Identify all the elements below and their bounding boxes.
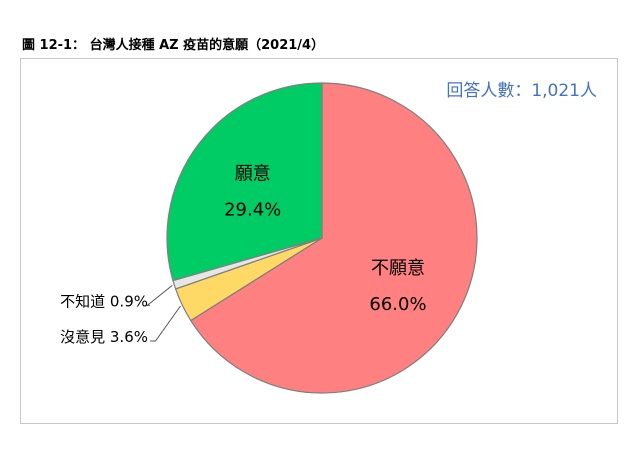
slice-outside-label: 沒意見 3.6%	[60, 328, 148, 346]
leader-line	[145, 285, 173, 306]
slice-name-label: 不願意	[371, 258, 425, 279]
slice-value-label: 29.4%	[224, 200, 281, 221]
pie-slice	[166, 82, 323, 282]
slice-outside-label: 不知道 0.9%	[60, 292, 148, 310]
pie-slices	[166, 82, 478, 394]
pie-slice	[189, 82, 478, 394]
pie-labels: 不願意 66.0% 沒意見 3.6% 不知道 0.9% 願意 29.4%	[60, 164, 426, 346]
leader-lines	[145, 285, 181, 342]
slice-value-label: 66.0%	[369, 294, 426, 315]
chart-title: 圖 12-1： 台灣人接種 AZ 疫苗的意願（2021/4）	[22, 38, 325, 53]
leader-line	[150, 305, 181, 342]
slice-name-label: 願意	[235, 164, 271, 185]
respondents-label: 回答人數：1,021人	[446, 81, 597, 101]
